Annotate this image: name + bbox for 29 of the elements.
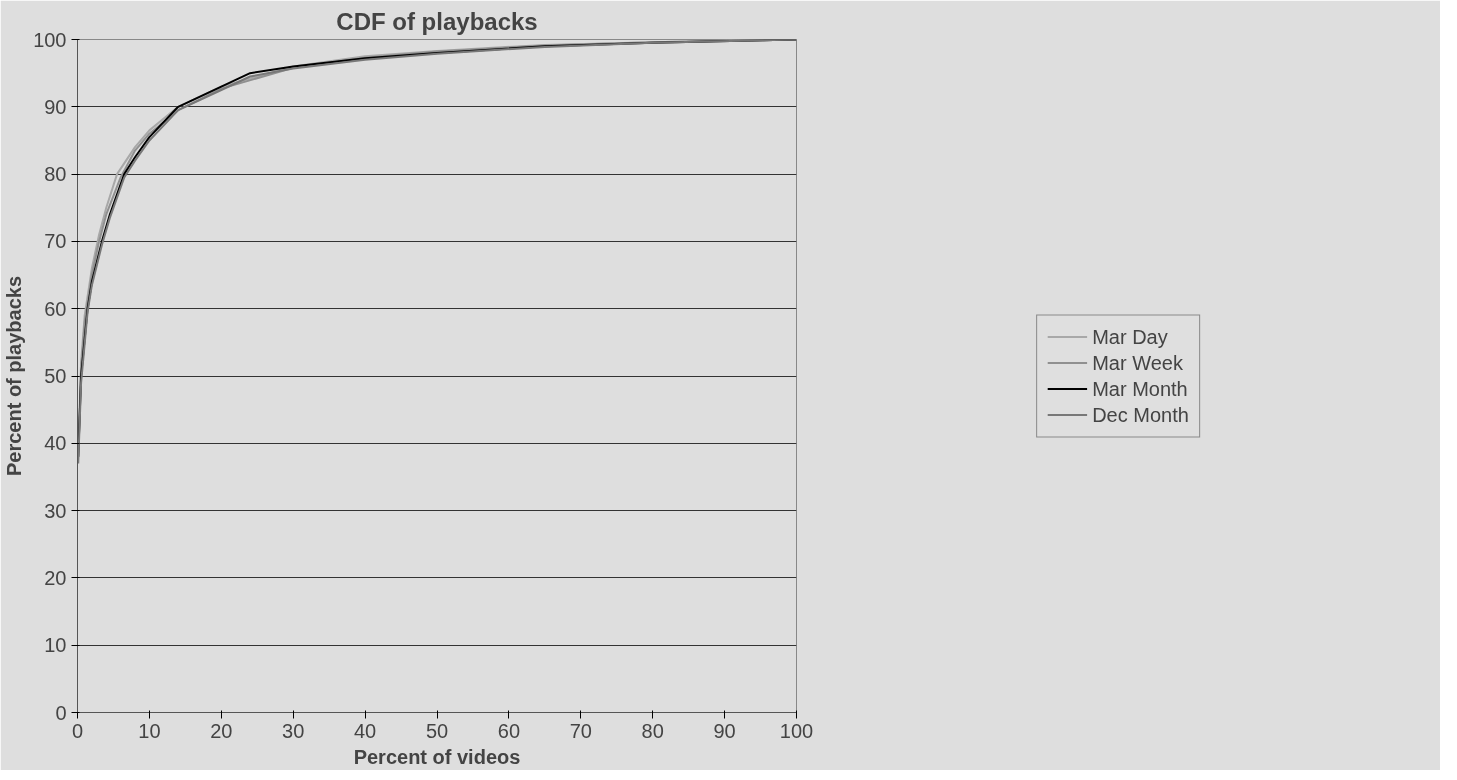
y-tick-label: 90 bbox=[44, 95, 67, 118]
y-tick-label: 70 bbox=[44, 230, 67, 253]
x-tick-label: 40 bbox=[353, 719, 377, 742]
x-tick-label: 20 bbox=[210, 719, 233, 742]
y-tick-label: 10 bbox=[44, 634, 67, 657]
y-tick-label: 100 bbox=[33, 28, 67, 51]
y-tick-label: 0 bbox=[55, 701, 67, 724]
x-axis-title: Percent of videos bbox=[353, 745, 521, 768]
x-tick-label: 100 bbox=[779, 719, 814, 742]
legend-label: Dec Month bbox=[1092, 403, 1189, 426]
x-tick-label: 70 bbox=[569, 719, 592, 742]
legend-label: Mar Week bbox=[1092, 351, 1183, 374]
x-tick-label: 10 bbox=[138, 719, 161, 742]
x-tick-label: 80 bbox=[641, 719, 664, 742]
x-tick-label: 0 bbox=[71, 719, 84, 742]
y-axis-title: Percent of playbacks bbox=[3, 275, 26, 477]
y-tick-label: 30 bbox=[44, 499, 67, 522]
chart-title: CDF of playbacks bbox=[336, 7, 538, 35]
y-tick-label: 60 bbox=[44, 297, 67, 320]
x-tick-label: 50 bbox=[425, 719, 449, 742]
x-tick-label: 90 bbox=[713, 719, 736, 742]
y-tick-label: 20 bbox=[44, 566, 67, 589]
y-tick-label: 40 bbox=[44, 432, 67, 455]
y-tick-label: 50 bbox=[44, 365, 67, 387]
legend-label: Mar Day bbox=[1092, 325, 1168, 348]
x-tick-label: 30 bbox=[282, 719, 305, 742]
legend-label: Mar Month bbox=[1092, 377, 1188, 400]
y-tick-label: 80 bbox=[44, 163, 67, 186]
x-tick-label: 60 bbox=[497, 719, 521, 742]
